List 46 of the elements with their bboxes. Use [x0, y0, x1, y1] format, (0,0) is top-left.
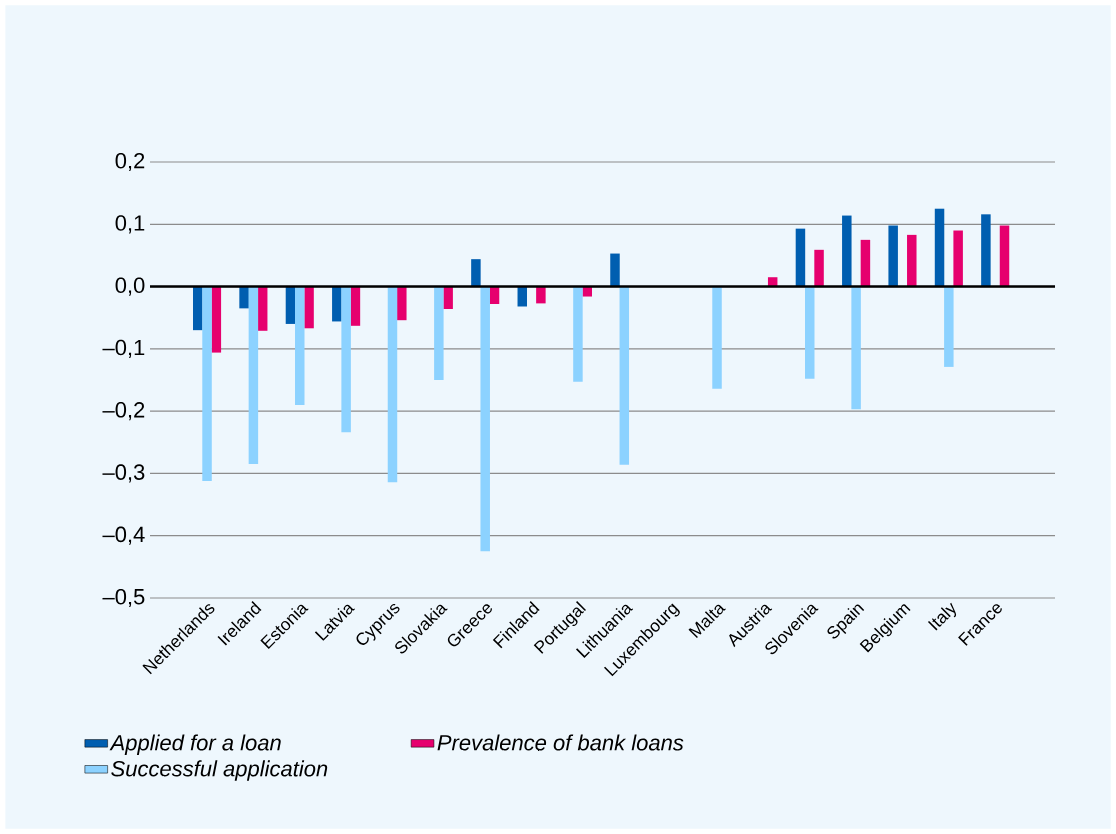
- bar: [304, 286, 314, 329]
- bar: [860, 239, 871, 287]
- legend-label: Successful application: [111, 760, 328, 781]
- bar: [712, 286, 722, 389]
- y-tick-label: –0,2: [102, 402, 145, 421]
- bar: [805, 286, 815, 379]
- bar: [295, 286, 305, 405]
- bar: [934, 208, 945, 287]
- bar: [851, 286, 861, 410]
- bar: [573, 286, 583, 382]
- bar: [907, 234, 917, 287]
- bar: [480, 286, 490, 552]
- bar: [471, 259, 481, 287]
- bar: [434, 286, 444, 380]
- legend-label: Prevalence of bank loans: [437, 734, 684, 751]
- y-tick-label: 0,1: [115, 215, 145, 234]
- bar: [981, 214, 991, 287]
- bar: [211, 286, 222, 353]
- bar: [888, 225, 898, 287]
- bar: [944, 286, 954, 367]
- bar: [257, 286, 268, 331]
- bar: [350, 286, 361, 326]
- bar: [536, 286, 546, 304]
- y-tick-label: 0,2: [115, 152, 145, 172]
- y-tick-label: 0,0: [115, 277, 145, 296]
- y-tick-label: –0,1: [102, 339, 145, 358]
- bar: [341, 286, 351, 433]
- bar: [397, 286, 407, 321]
- bar: [842, 215, 852, 287]
- y-tick-label: –0,3: [102, 464, 145, 483]
- bar: [202, 286, 212, 481]
- bar: [610, 253, 620, 287]
- legend-label: Applied for a loan: [109, 734, 281, 755]
- bar: [814, 249, 824, 287]
- bar: [239, 286, 249, 309]
- x-tick-label: Italy: [927, 602, 957, 631]
- y-tick-label: –0,4: [102, 526, 145, 545]
- bar: [953, 230, 963, 287]
- bar: [192, 286, 203, 331]
- bar: [285, 286, 296, 324]
- bar: [999, 225, 1010, 287]
- bar: [795, 228, 806, 287]
- bar: [248, 286, 259, 465]
- bar: [387, 286, 398, 483]
- bar: [619, 286, 630, 465]
- bar: [332, 286, 342, 322]
